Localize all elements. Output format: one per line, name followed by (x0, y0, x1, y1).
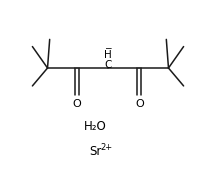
Text: 2+: 2+ (100, 143, 113, 152)
Text: H₂O: H₂O (84, 120, 106, 133)
Text: H: H (104, 50, 112, 60)
Text: C: C (104, 60, 112, 70)
Text: O: O (135, 99, 144, 109)
Text: −: − (104, 43, 112, 52)
Text: Sr: Sr (90, 145, 102, 158)
Text: O: O (72, 99, 81, 109)
